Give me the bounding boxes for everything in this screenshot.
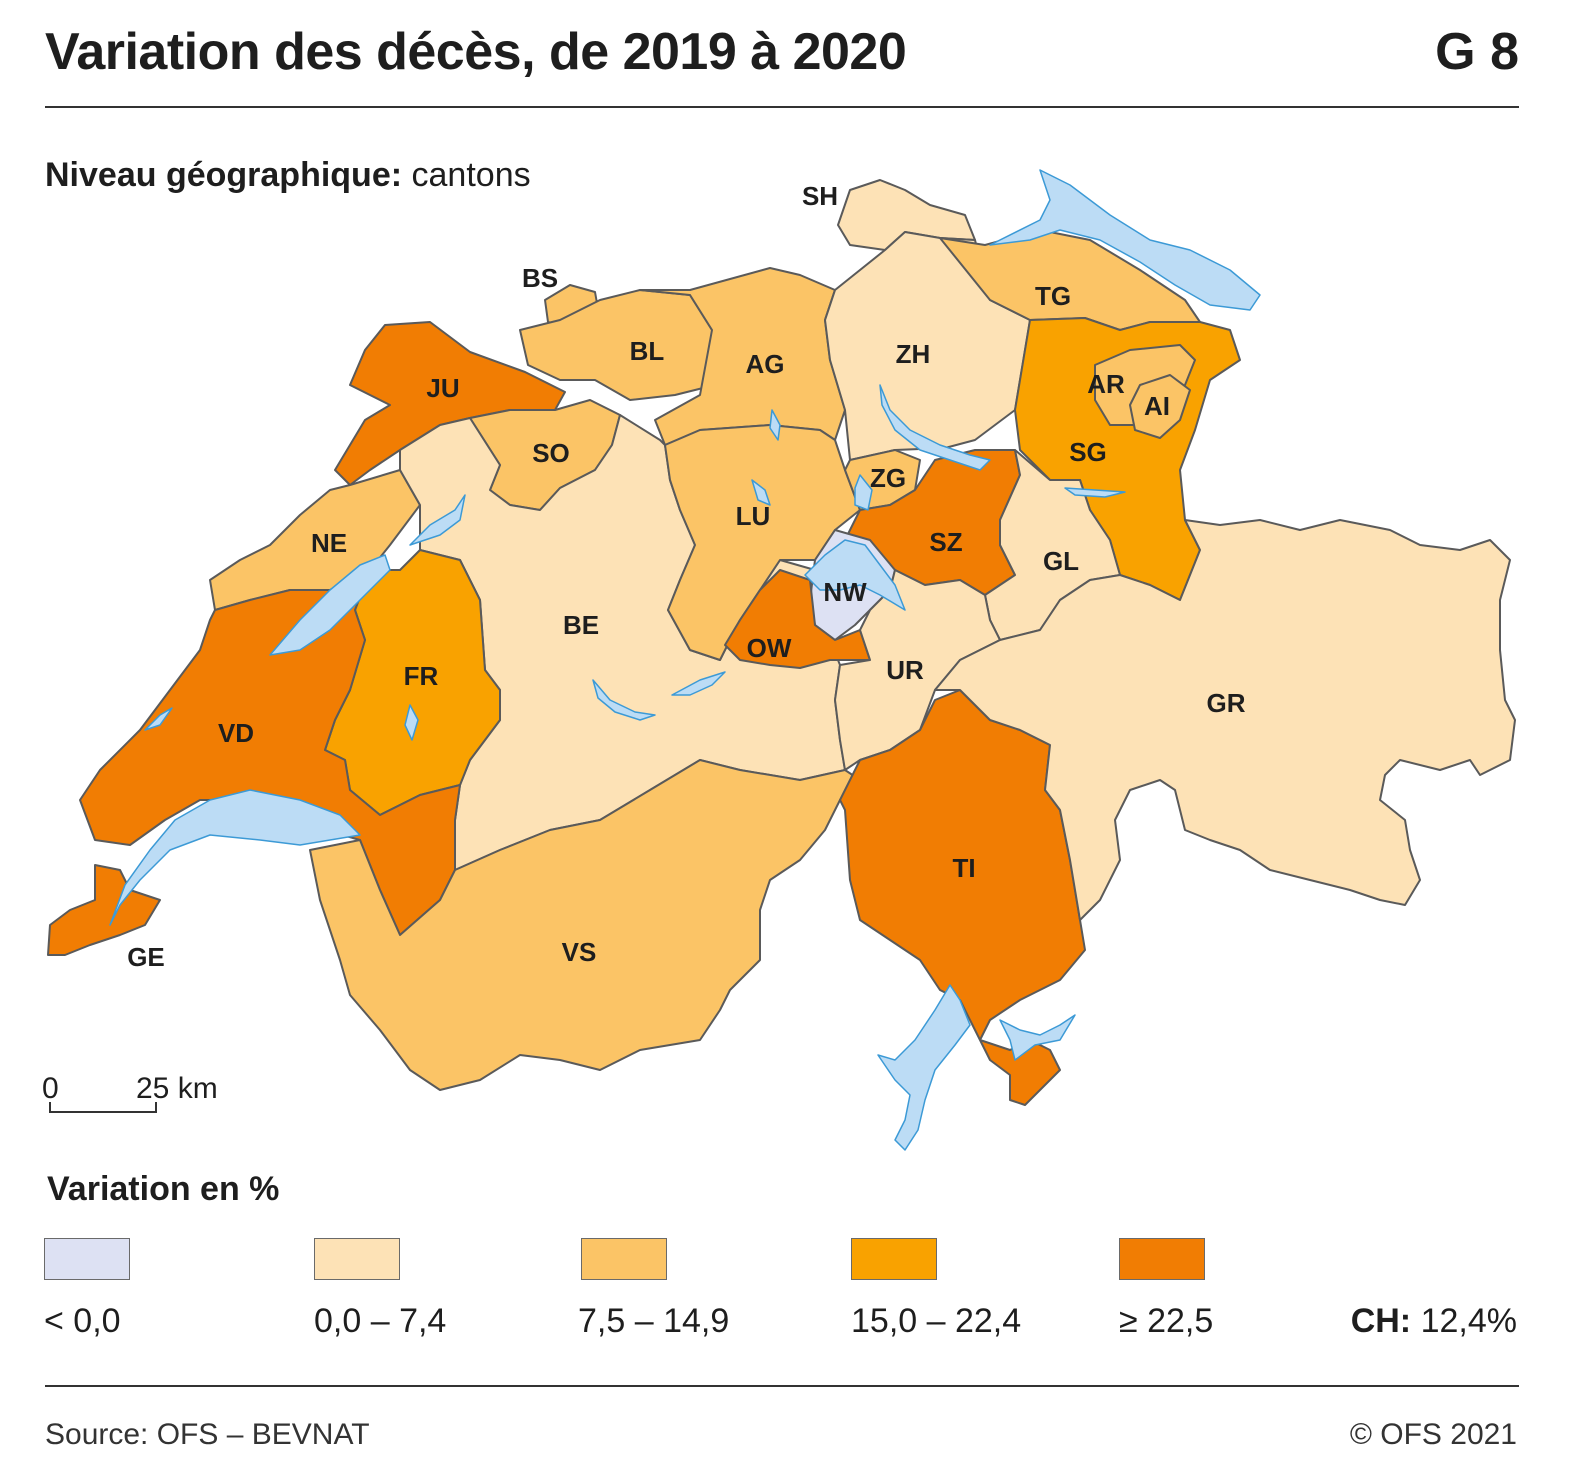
legend-swatch-4 [851,1238,937,1280]
source-text: Source: OFS – BEVNAT [45,1418,370,1451]
legend-swatch-1 [44,1238,130,1280]
canton-UR [834,569,1001,771]
label-LU: LU [736,501,771,531]
legend-label-4: 15,0 – 22,4 [851,1302,1022,1340]
legend-label-3: 7,5 – 14,9 [578,1302,730,1340]
lake-maggiore [877,984,971,1151]
lake-sempach [751,479,771,506]
legend-label-2: 0,0 – 7,4 [314,1302,447,1340]
label-BL: BL [630,336,665,366]
footer-rule [45,1385,1519,1387]
copyright-text: © OFS 2021 [1349,1418,1517,1451]
canton-LU [664,424,861,661]
label-GR: GR [1207,688,1246,718]
legend-label-1: < 0,0 [44,1302,121,1340]
lake-constance [989,169,1261,311]
label-ZH: ZH [896,339,931,369]
scale-end: 25 km [136,1072,218,1105]
lake-brienz [671,671,726,696]
label-ZG: ZG [870,463,906,493]
label-UR: UR [886,655,924,685]
geo-level-label: Niveau géographique: [45,156,403,194]
lake-joux [144,707,173,731]
label-NE: NE [311,528,347,558]
label-NW: NW [823,577,867,607]
label-SZ: SZ [929,527,962,557]
lake-gruyere [404,704,419,741]
label-AR: AR [1087,369,1125,399]
scale-bar [49,1102,157,1113]
label-VD: VD [218,718,254,748]
label-TG: TG [1035,281,1071,311]
national-label: CH: [1350,1302,1412,1340]
chart-code: G 8 [1435,23,1519,81]
lake-neuchatel [269,554,391,656]
national-number: 12,4% [1420,1302,1517,1340]
label-GL: GL [1043,546,1079,576]
chart-title: Variation des décès, de 2019 à 2020 [45,23,907,81]
scale-start: 0 [42,1072,59,1105]
label-SH: SH [802,181,838,211]
canton-GR [934,519,1516,921]
label-AI: AI [1144,391,1170,421]
label-OW: OW [747,633,792,663]
national-value: CH: 12,4% [1351,1302,1517,1341]
label-SG: SG [1069,437,1107,467]
canton-VS [309,759,861,1091]
lake-zug [854,474,873,511]
legend-swatch-3 [581,1238,667,1280]
lake-lucerne [804,539,906,611]
lake-zurich [879,384,991,471]
label-BE: BE [563,610,599,640]
legend-swatch-5 [1119,1238,1205,1280]
label-FR: FR [404,661,439,691]
lake-hallwil [769,409,781,441]
lake-biel [409,494,466,546]
label-AG: AG [746,349,785,379]
lake-walen [1064,487,1126,498]
legend-label-5: ≥ 22,5 [1119,1302,1214,1340]
label-SO: SO [532,438,570,468]
switzerland-map: SH BS BL AG ZH TG AR AI SG JU SO NE BE L… [47,169,1516,1151]
legend-title: Variation en % [47,1170,280,1208]
lake-thun [592,679,656,721]
canton-AI [1129,374,1191,439]
geo-level-value: cantons [411,156,531,194]
label-JU: JU [426,373,459,403]
label-TI: TI [952,853,975,883]
lake-lugano [999,1014,1076,1061]
legend-swatch-2 [314,1238,400,1280]
label-GE: GE [127,942,165,972]
label-VS: VS [562,937,597,967]
lake-geneva [109,789,361,926]
header-rule [45,106,1519,108]
geo-level: Niveau géographique: cantons [45,156,531,195]
label-BS: BS [522,263,558,293]
